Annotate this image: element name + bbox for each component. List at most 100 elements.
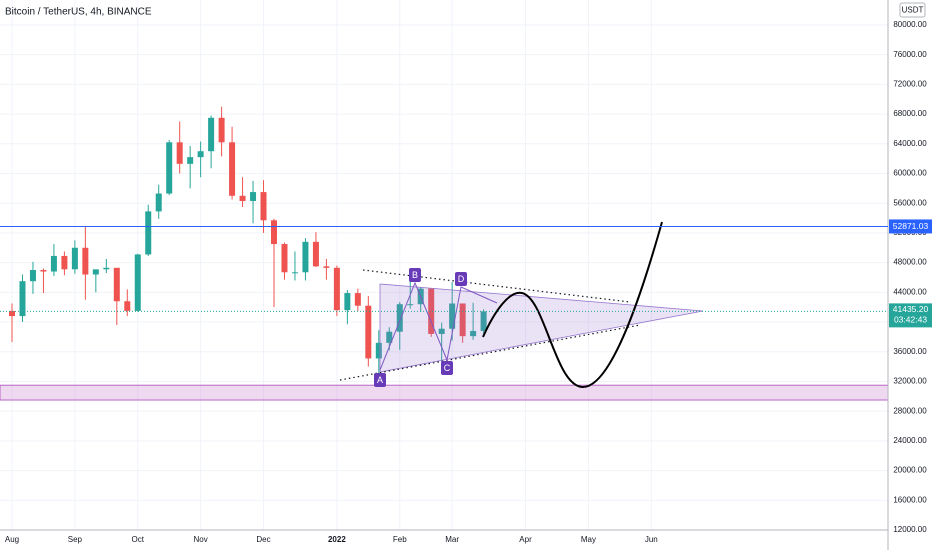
candle-body [302,241,309,273]
candle-body [260,192,267,221]
time-axis-bg [0,530,932,550]
x-tick-label: Aug [5,535,19,544]
candle-body [134,254,141,311]
candle-body [71,247,78,270]
candle-body [103,267,110,270]
projection-path [482,221,663,389]
last-price-label: 41435.20 [893,304,929,314]
candle-body [438,328,445,334]
candle-body [9,310,15,317]
y-tick-label: 72000.00 [893,79,927,88]
candle-body [40,270,47,272]
price-axis-bg [888,0,932,550]
currency-label: USDT [902,6,924,15]
y-tick-label: 76000.00 [893,50,927,59]
candle-body [323,266,330,268]
support-trendline [339,324,641,381]
candle-body [218,117,225,143]
point-label: D [458,274,465,284]
level-label: 52871.03 [893,221,929,231]
point-badge [374,373,386,387]
x-tick-label: Dec [256,535,270,544]
candle-body [229,142,236,196]
chart-title: Bitcoin / TetherUS, 4h, BINANCE [5,7,152,18]
level-label-box [889,219,932,234]
y-tick-label: 28000.00 [893,406,927,415]
candle-body [470,330,477,337]
x-tick-label: Oct [132,535,145,544]
support-zone [0,384,889,401]
candle-body [145,211,152,255]
abcd-pattern [379,281,498,371]
candle-body [312,241,319,267]
x-tick-label: May [581,535,596,544]
candle-body [250,192,257,201]
candle-body [428,288,435,334]
candles [9,106,487,375]
candle-body [386,331,393,343]
triangle-drawing [379,283,704,373]
candle-body [480,311,487,331]
candle-body [344,293,351,311]
y-tick-label: 68000.00 [893,109,927,118]
point-labels: A B C D [374,268,467,387]
candle-body [271,220,277,245]
candle-body [197,151,204,158]
candle-body [187,157,194,164]
candle-body [449,303,456,329]
y-tick-label: 80000.00 [893,20,927,29]
y-tick-label: 24000.00 [893,436,927,445]
x-tick-label: Nov [194,535,208,544]
point-badge [409,268,421,282]
y-tick-label: 32000.00 [893,377,927,386]
point-badge [441,361,453,375]
candle-body [82,247,89,275]
point-label: C [444,363,451,373]
candle-body [166,142,173,194]
y-tick-label: 12000.00 [893,525,927,534]
point-badge [455,272,467,286]
last-price-box [889,303,932,328]
candle-body [19,281,26,317]
candle-body [407,304,414,306]
candle-body [281,244,288,273]
x-tick-label: Sep [68,535,83,544]
candle-body [375,342,382,359]
grid [0,0,888,531]
x-tick-label: Feb [393,535,407,544]
candle-body [50,255,57,272]
y-tick-label: 20000.00 [893,466,927,475]
y-tick-label: 64000.00 [893,139,927,148]
x-tick-label: Jun [645,535,658,544]
candle-body [354,293,361,306]
countdown-label: 03:42:43 [894,315,927,325]
candle-body [92,269,99,275]
candle-body [124,301,131,311]
y-tick-label: 36000.00 [893,347,927,356]
y-tick-label: 44000.00 [893,287,927,296]
candle-body [61,255,68,270]
candle-body [155,193,162,212]
y-tick-label: 56000.00 [893,198,927,207]
currency-box[interactable] [899,2,926,18]
x-tick-label: Apr [519,535,532,544]
candle-body [29,270,36,282]
candle-body [176,142,183,164]
candle-body [396,304,403,332]
x-tick-label: Mar [445,535,459,544]
candle-body [208,117,215,152]
candle-body [333,267,340,311]
candle-body [239,195,246,201]
x-tick-label: 2022 [328,535,346,544]
y-tick-label: 16000.00 [893,495,927,504]
point-label: A [377,375,383,385]
candle-body [113,267,120,302]
y-tick-label: 60000.00 [893,169,927,178]
candle-body [459,303,466,337]
point-label: B [412,270,418,280]
candle-body [365,305,372,359]
candle-body [291,272,298,274]
y-tick-label: 48000.00 [893,258,927,267]
